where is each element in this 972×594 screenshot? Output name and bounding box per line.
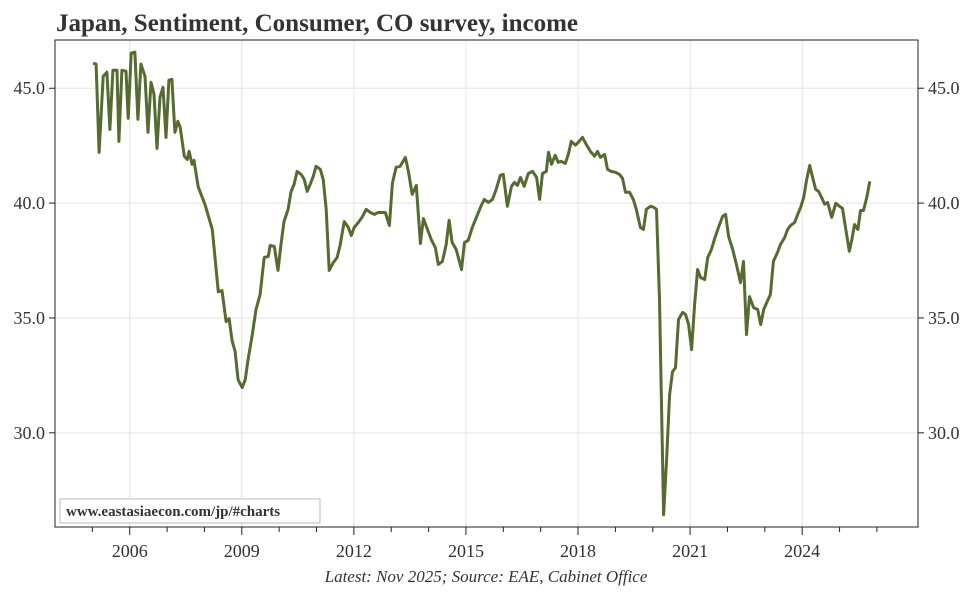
x-tick-label: 2012 <box>336 541 372 561</box>
y-tick-label: 35.0 <box>14 308 46 328</box>
y2-tick-label: 35.0 <box>928 308 960 328</box>
line-series <box>92 50 872 517</box>
y-tick-label: 45.0 <box>14 78 46 98</box>
y2-tick-label: 45.0 <box>928 78 960 98</box>
y-tick-label: 30.0 <box>14 423 46 443</box>
grid <box>55 40 918 527</box>
y2-tick-label: 40.0 <box>928 193 960 213</box>
watermark-box <box>59 498 321 524</box>
source-note: Latest: Nov 2025; Source: EAE, Cabinet O… <box>324 567 648 586</box>
x-tick-label: 2015 <box>448 541 484 561</box>
plot-frame <box>54 39 919 528</box>
series <box>92 50 872 517</box>
ticks: 30.0 30.0 35.0 35.0 40.0 40.0 45.0 45.0 2006 2009… <box>14 78 960 561</box>
chart-title: Japan, Sentiment, Consumer, CO survey, i… <box>56 10 578 37</box>
y2-tick-label: 30.0 <box>928 423 960 443</box>
x-tick-label: 2009 <box>224 541 260 561</box>
x-tick-label: 2021 <box>672 541 708 561</box>
x-tick-label: 2024 <box>784 541 820 561</box>
x-tick-label: 2018 <box>560 541 596 561</box>
watermark: www.eastasiaecon.com/jp/#charts <box>66 504 280 520</box>
y-tick-label: 40.0 <box>14 193 46 213</box>
x-tick-label: 2006 <box>112 541 148 561</box>
